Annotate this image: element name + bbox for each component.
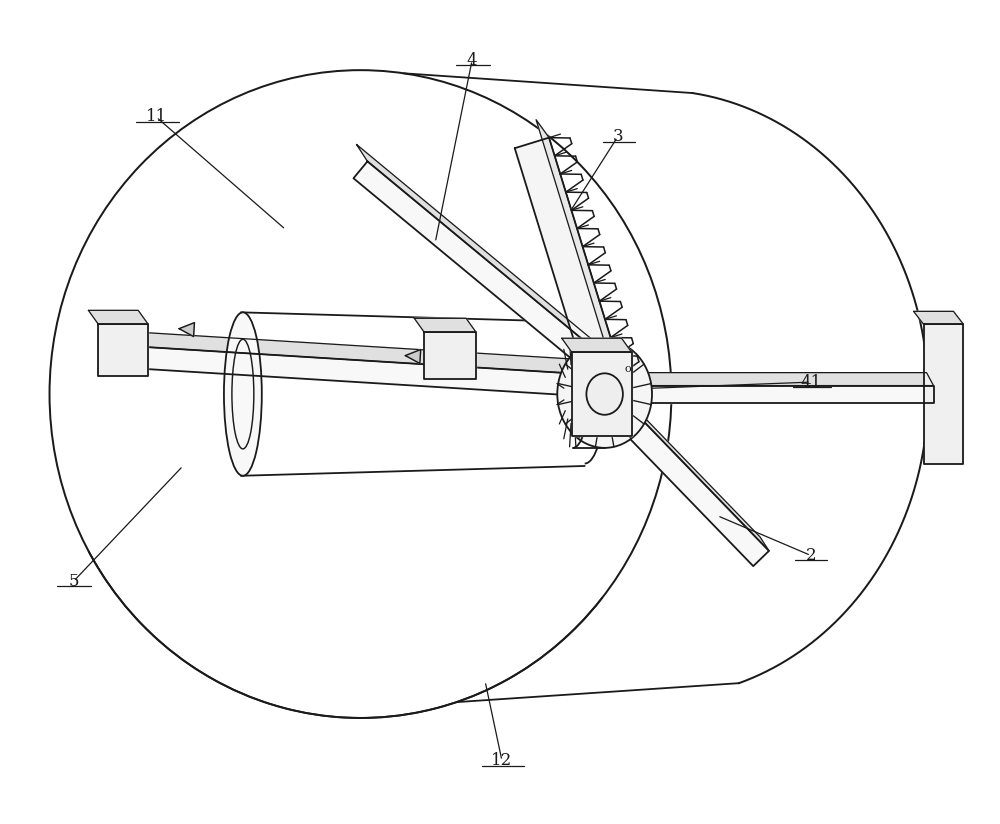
- Polygon shape: [357, 144, 617, 368]
- Polygon shape: [405, 349, 421, 363]
- Polygon shape: [598, 372, 934, 386]
- Polygon shape: [98, 325, 148, 376]
- Polygon shape: [609, 381, 769, 551]
- Polygon shape: [108, 330, 600, 375]
- Text: 3: 3: [612, 129, 623, 145]
- Polygon shape: [116, 345, 600, 397]
- Polygon shape: [914, 311, 963, 325]
- Text: 4: 4: [467, 52, 477, 68]
- Polygon shape: [179, 323, 194, 336]
- Polygon shape: [924, 325, 963, 464]
- Ellipse shape: [586, 373, 623, 414]
- Polygon shape: [414, 318, 476, 332]
- Polygon shape: [605, 386, 934, 403]
- Text: 5: 5: [68, 573, 79, 590]
- Polygon shape: [88, 311, 148, 325]
- Ellipse shape: [224, 312, 262, 475]
- Polygon shape: [515, 138, 622, 384]
- Polygon shape: [562, 338, 632, 352]
- Polygon shape: [602, 395, 769, 566]
- Polygon shape: [536, 119, 622, 374]
- Text: 2: 2: [806, 547, 816, 564]
- Text: 41: 41: [800, 373, 822, 391]
- Ellipse shape: [557, 340, 652, 448]
- Polygon shape: [424, 332, 476, 379]
- Text: 12: 12: [491, 752, 513, 770]
- Polygon shape: [353, 162, 617, 385]
- Polygon shape: [572, 352, 632, 436]
- Text: 11: 11: [146, 109, 167, 125]
- Text: o: o: [625, 364, 631, 374]
